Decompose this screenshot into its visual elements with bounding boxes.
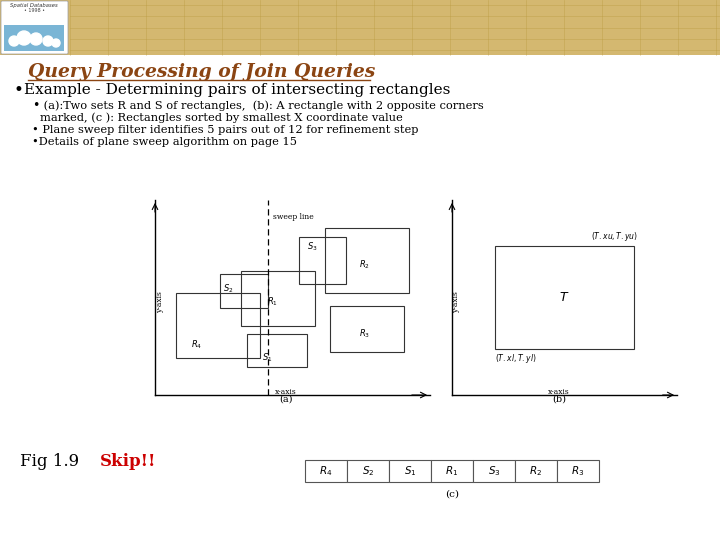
Bar <box>299 237 346 284</box>
Text: $S_2$: $S_2$ <box>223 283 233 295</box>
Text: x-axis: x-axis <box>275 388 297 396</box>
Text: $(T.xl, T.yl)$: $(T.xl, T.yl)$ <box>495 352 536 365</box>
Text: $R_4$: $R_4$ <box>319 464 333 478</box>
Text: • 1998 •: • 1998 • <box>24 8 45 12</box>
Text: (a): (a) <box>279 395 293 403</box>
Text: $R_2$: $R_2$ <box>529 464 543 478</box>
Text: marked, (c ): Rectangles sorted by smallest X coordinate value: marked, (c ): Rectangles sorted by small… <box>40 113 402 123</box>
Text: $T$: $T$ <box>559 291 570 304</box>
Text: •: • <box>32 99 40 112</box>
Text: •: • <box>14 81 24 99</box>
Text: y-axis: y-axis <box>452 291 460 313</box>
Bar <box>557 460 599 482</box>
Text: $R_1$: $R_1$ <box>446 464 459 478</box>
Text: $S_2$: $S_2$ <box>361 464 374 478</box>
Bar <box>515 460 557 482</box>
Circle shape <box>30 33 42 45</box>
Bar <box>0 0 720 55</box>
Circle shape <box>43 36 53 46</box>
Bar <box>389 460 431 482</box>
Text: $R_2$: $R_2$ <box>359 259 370 271</box>
Text: (b): (b) <box>552 395 566 403</box>
FancyBboxPatch shape <box>1 1 68 54</box>
Bar <box>473 460 515 482</box>
Text: $S_3$: $S_3$ <box>307 240 318 253</box>
Text: x-axis: x-axis <box>548 388 570 396</box>
Text: Spatial Databases: Spatial Databases <box>10 3 58 8</box>
Bar <box>495 246 634 349</box>
Text: •Details of plane sweep algorithm on page 15: •Details of plane sweep algorithm on pag… <box>32 137 297 147</box>
Circle shape <box>9 36 19 46</box>
Circle shape <box>52 39 60 47</box>
Text: Query Processing of Join Queries: Query Processing of Join Queries <box>28 63 375 81</box>
Text: $S_3$: $S_3$ <box>487 464 500 478</box>
Text: Example - Determining pairs of intersecting rectangles: Example - Determining pairs of intersect… <box>24 83 451 97</box>
Text: sweep line: sweep line <box>273 213 314 221</box>
Bar <box>4 25 64 51</box>
Text: $S_1$: $S_1$ <box>262 352 273 364</box>
Text: $R_3$: $R_3$ <box>572 464 585 478</box>
Text: $(T.xu, T.yu)$: $(T.xu, T.yu)$ <box>591 230 639 242</box>
Bar <box>347 460 389 482</box>
Bar <box>247 334 307 367</box>
Text: • Plane sweep filter identifies 5 pairs out of 12 for refinement step: • Plane sweep filter identifies 5 pairs … <box>32 125 418 135</box>
Text: $S_1$: $S_1$ <box>404 464 416 478</box>
Bar <box>176 293 260 358</box>
Bar <box>241 271 315 326</box>
Text: Fig 1.9: Fig 1.9 <box>20 454 79 470</box>
Circle shape <box>17 31 31 45</box>
Text: (a):Two sets R and S of rectangles,  (b): A rectangle with 2 opposite corners: (a):Two sets R and S of rectangles, (b):… <box>40 101 484 111</box>
Bar <box>305 460 347 482</box>
Text: $R_1$: $R_1$ <box>267 296 279 308</box>
Bar <box>431 460 473 482</box>
Text: Skip!!: Skip!! <box>100 454 156 470</box>
Text: (c): (c) <box>445 490 459 499</box>
Bar <box>330 306 404 352</box>
Text: $R_3$: $R_3$ <box>359 327 370 340</box>
Text: y-axis: y-axis <box>156 291 164 313</box>
Bar <box>325 228 409 293</box>
Text: $R_4$: $R_4$ <box>192 339 202 351</box>
Bar <box>220 274 268 308</box>
